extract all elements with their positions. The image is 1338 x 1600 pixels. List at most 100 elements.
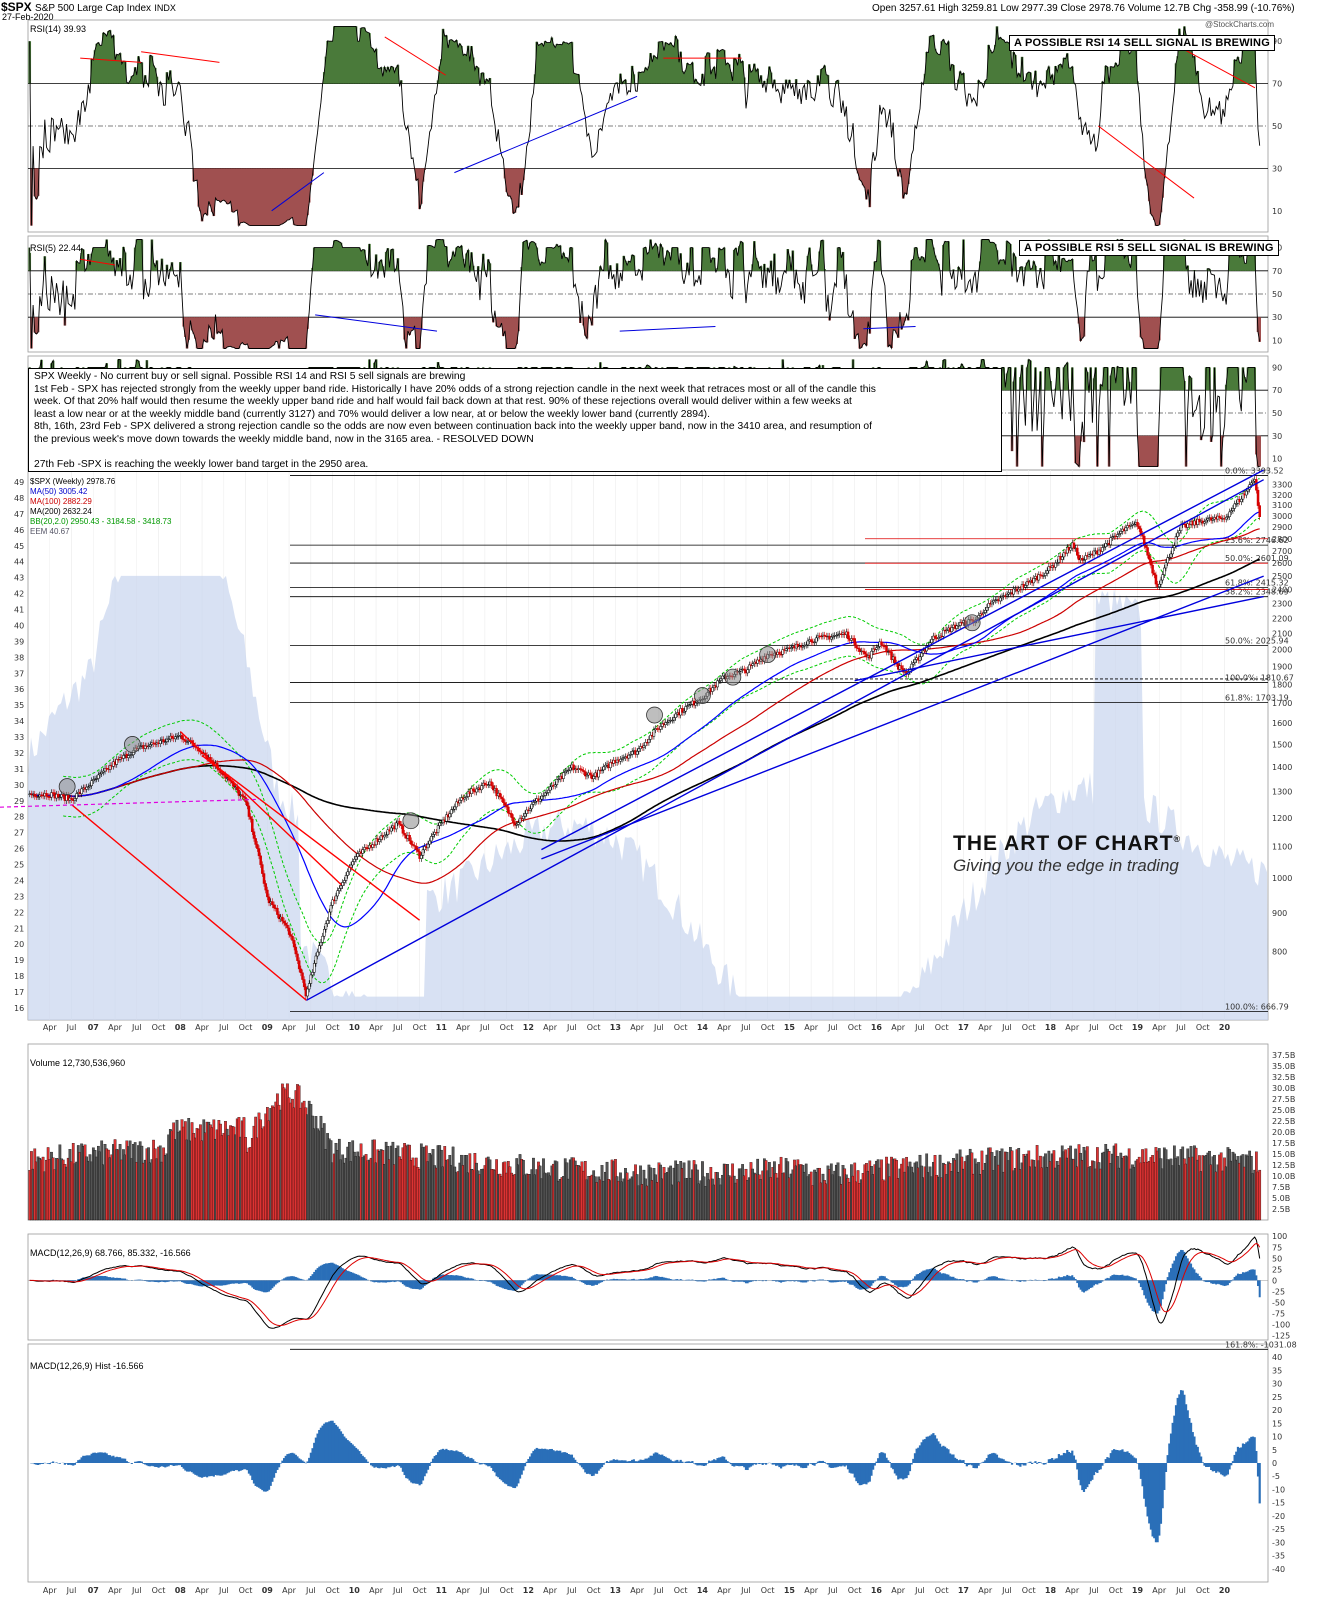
price-xaxis-tick: Jul xyxy=(827,1023,838,1032)
candle-body xyxy=(809,639,813,642)
candle-body xyxy=(881,644,885,647)
candle-body xyxy=(644,742,647,747)
candle-body xyxy=(1076,547,1079,556)
price-xaxis-tick: Apr xyxy=(804,1023,819,1032)
rsi14-ytick: 50 xyxy=(1272,122,1282,131)
red-trendline xyxy=(179,731,342,886)
candle-body xyxy=(716,680,719,688)
candle-body xyxy=(748,664,751,670)
rsi2-ytick: 30 xyxy=(1272,432,1282,441)
candle-body xyxy=(512,817,515,824)
topping-circle-marker xyxy=(124,736,141,753)
eem-ytick: 21 xyxy=(14,924,24,933)
price-xaxis-tick: 15 xyxy=(784,1023,796,1032)
price-xaxis-tick: 10 xyxy=(349,1023,361,1032)
eem-ytick: 38 xyxy=(14,653,24,662)
candle-body xyxy=(1186,523,1189,528)
hist-ytick: 40 xyxy=(1272,1353,1282,1362)
candle-body xyxy=(1224,516,1228,520)
magenta-dashed-line xyxy=(0,798,261,808)
rsi14-divergence-line xyxy=(454,95,638,174)
candle-body xyxy=(622,757,626,759)
candle-body xyxy=(394,822,398,830)
candle-body xyxy=(297,960,301,970)
candle-body xyxy=(463,797,467,800)
candle-body xyxy=(937,637,940,639)
price-xaxis-tick: Jul xyxy=(1088,1023,1099,1032)
candle-body xyxy=(694,702,698,706)
candle-body xyxy=(316,951,319,957)
candle-body xyxy=(423,846,426,851)
hist-xaxis-tick: Oct xyxy=(500,1586,514,1595)
volume-bar xyxy=(1258,1169,1262,1221)
hist-xaxis-tick: Jul xyxy=(740,1586,751,1595)
candle-body xyxy=(328,911,331,921)
candle-body xyxy=(664,722,667,725)
macd-ytick: -100 xyxy=(1272,1321,1290,1330)
candle-body xyxy=(445,814,448,822)
rsi14-ytick: 10 xyxy=(1272,207,1282,216)
candle-body xyxy=(361,849,364,854)
candle-body xyxy=(312,963,316,973)
candle-body xyxy=(326,920,329,924)
candle-body xyxy=(717,680,721,682)
candle-body xyxy=(1230,510,1233,513)
hist-xaxis-tick: Jul xyxy=(914,1586,925,1595)
candle-body xyxy=(306,988,309,997)
hist-ytick: 5 xyxy=(1272,1446,1277,1455)
candle-body xyxy=(562,772,565,779)
price-ytick: 1300 xyxy=(1272,788,1292,797)
candle-body xyxy=(182,738,185,741)
candle-body xyxy=(346,871,349,876)
candle-body xyxy=(58,796,62,799)
price-xaxis-tick: 13 xyxy=(610,1023,621,1032)
candle-body xyxy=(912,662,915,665)
price-xaxis-tick: 11 xyxy=(436,1023,448,1032)
candle-body xyxy=(1206,518,1210,521)
candle-body xyxy=(1228,511,1231,517)
price-xaxis-tick: Oct xyxy=(1022,1023,1036,1032)
candle-body xyxy=(378,839,381,842)
candle-body xyxy=(950,627,954,632)
candle-body xyxy=(70,797,73,800)
candle-body xyxy=(592,776,595,780)
candle-body xyxy=(890,651,893,660)
candle-body xyxy=(90,780,93,786)
hist-xaxis-tick: Jul xyxy=(218,1586,229,1595)
fib-level-label: 100.0%: 666.79 xyxy=(1225,1003,1289,1012)
rsi5-divergence-line xyxy=(315,314,438,332)
candle-body xyxy=(1163,567,1166,575)
hist-ytick: -15 xyxy=(1272,1499,1285,1508)
candle-body xyxy=(502,798,505,803)
candle-body xyxy=(1148,554,1151,560)
price-ytick: 1400 xyxy=(1272,763,1292,772)
hist-xaxis-tick: 20 xyxy=(1219,1586,1231,1595)
candle-body xyxy=(1171,547,1174,555)
candle-body xyxy=(1142,535,1146,547)
candle-body xyxy=(945,629,949,631)
volume-ytick: 15.0B xyxy=(1272,1150,1295,1159)
candle-body xyxy=(421,849,425,856)
candle-body xyxy=(174,736,177,740)
hist-xaxis-tick: Oct xyxy=(1022,1586,1036,1595)
hist-ytick: -30 xyxy=(1272,1538,1285,1547)
candle-body xyxy=(999,597,1002,602)
eem-ytick: 42 xyxy=(14,590,24,599)
hist-xaxis-tick: Jul xyxy=(1088,1586,1099,1595)
candle-body xyxy=(781,649,785,655)
candle-body xyxy=(465,796,468,798)
candle-body xyxy=(420,855,423,859)
candle-body xyxy=(487,784,490,786)
eem-ytick: 19 xyxy=(14,956,24,965)
candle-body xyxy=(589,772,592,776)
candle-body xyxy=(259,855,262,865)
candle-body xyxy=(262,873,266,884)
candle-body xyxy=(1233,503,1236,509)
candle-body xyxy=(635,751,639,755)
candle-body xyxy=(1025,581,1029,586)
candle-body xyxy=(85,786,88,790)
price-xaxis-tick: Oct xyxy=(935,1023,949,1032)
candle-body xyxy=(152,742,155,744)
candle-body xyxy=(261,864,264,874)
candle-body xyxy=(458,800,462,804)
